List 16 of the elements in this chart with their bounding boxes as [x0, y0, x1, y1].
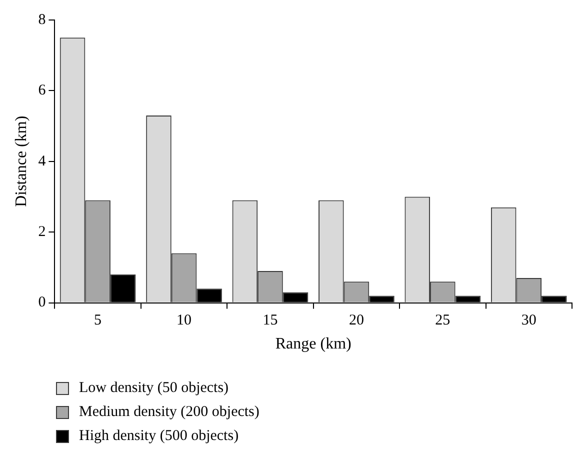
x-tick-label: 20 [348, 312, 364, 329]
x-tick-label: 15 [262, 312, 278, 329]
y-axis-title: Distance (km) [12, 116, 30, 207]
legend-label: High density (500 objects) [79, 428, 239, 444]
x-tick-label: 30 [521, 312, 536, 329]
y-tick-label: 4 [38, 153, 46, 170]
y-tick-label: 6 [38, 82, 46, 99]
y-tick-label: 0 [38, 294, 46, 311]
y-tick-label: 8 [38, 12, 46, 28]
legend-label: Low density (50 objects) [79, 380, 229, 396]
y-tick-label: 2 [38, 224, 46, 240]
x-tick-label: 10 [176, 312, 192, 329]
x-axis-title: Range (km) [275, 336, 352, 353]
legend-label: Medium density (200 objects) [79, 404, 260, 420]
x-tick-label: 5 [94, 312, 102, 329]
x-tick-label: 25 [435, 312, 450, 329]
